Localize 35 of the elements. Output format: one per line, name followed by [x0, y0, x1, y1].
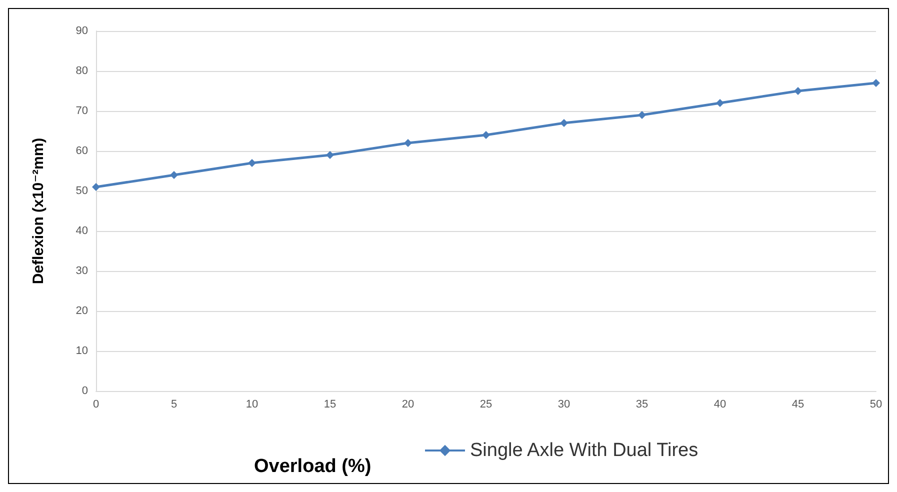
- x-tick-label: 50: [870, 398, 882, 410]
- y-tick-label: 30: [76, 265, 88, 277]
- point: [404, 139, 412, 147]
- y-tick-label: 90: [76, 25, 88, 37]
- x-tick-label: 20: [402, 398, 414, 410]
- y-tick-label: 80: [76, 65, 88, 77]
- y-tick-label: 40: [76, 225, 88, 237]
- point: [170, 171, 178, 179]
- point: [794, 87, 802, 95]
- x-tick-label: 0: [92, 398, 100, 410]
- point: [482, 131, 490, 139]
- x-tick-label: 25: [480, 398, 492, 410]
- point: [716, 99, 724, 107]
- y-tick-label: 0: [82, 385, 88, 397]
- x-tick-label: 40: [714, 398, 726, 410]
- y-tick-label: 20: [76, 305, 88, 317]
- point: [872, 79, 880, 87]
- x-tick-label: 35: [636, 398, 648, 410]
- y-tick-label: 70: [76, 105, 88, 117]
- y-tick-label: 60: [76, 145, 88, 157]
- x-tick-label: 30: [558, 398, 570, 410]
- x-axis-title: Overload (%): [254, 456, 372, 477]
- legend-label: Single Axle With Dual Tires: [470, 440, 698, 461]
- point: [326, 151, 334, 159]
- y-axis-title: Deflexion (x10⁻²mm): [30, 138, 47, 284]
- point: [560, 119, 568, 127]
- y-tick-label: 10: [76, 345, 88, 357]
- x-tick-label: 5: [170, 398, 178, 410]
- point: [638, 111, 646, 119]
- point: [248, 159, 256, 167]
- x-tick-label: 15: [324, 398, 336, 410]
- x-tick-label: 10: [246, 398, 258, 410]
- y-tick-label: 50: [76, 185, 88, 197]
- point: [92, 183, 100, 191]
- x-tick-label: 45: [792, 398, 804, 410]
